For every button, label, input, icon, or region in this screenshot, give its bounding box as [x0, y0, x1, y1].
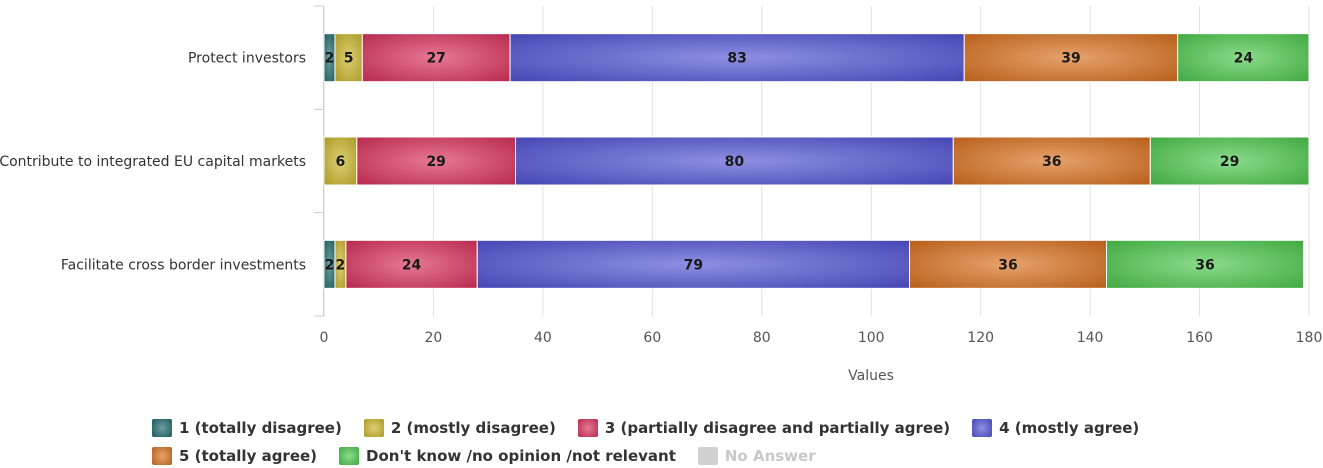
- x-tick-label: 180: [1296, 330, 1323, 346]
- legend-item[interactable]: 5 (totally agree): [152, 446, 317, 466]
- data-label: 29: [1220, 154, 1239, 170]
- legend-item[interactable]: 3 (partially disagree and partially agre…: [577, 418, 951, 438]
- data-label: 80: [725, 154, 745, 170]
- legend: 1 (totally disagree) 2 (mostly disagree) 3…: [152, 418, 1312, 466]
- x-tick-label: 120: [967, 330, 994, 346]
- x-tick-label: 80: [753, 330, 771, 346]
- bar-segment[interactable]: [356, 136, 517, 186]
- legend-item[interactable]: Don't know /no opinion /not relevant: [339, 446, 676, 466]
- bar-segment[interactable]: [509, 33, 965, 83]
- data-label: 36: [1195, 257, 1214, 273]
- x-tick-label: 140: [1077, 330, 1104, 346]
- legend-swatch: [152, 447, 172, 465]
- legend-label: No Answer: [724, 447, 816, 465]
- bar-segment[interactable]: [323, 136, 358, 186]
- legend-label: 3 (partially disagree and partially agre…: [604, 419, 951, 437]
- legend-swatch: [972, 419, 993, 437]
- data-label: 83: [727, 51, 746, 67]
- legend-swatch: [697, 447, 718, 465]
- data-label: 36: [998, 257, 1017, 273]
- bar-segment[interactable]: [1177, 33, 1310, 83]
- bar-segment[interactable]: [963, 33, 1179, 83]
- legend-item[interactable]: 1 (totally disagree): [152, 418, 342, 438]
- bar-segment[interactable]: [476, 239, 911, 289]
- data-labels: 2 5 27 83 39 246 29 80 36 292 2 24 79 36 36: [325, 51, 1254, 274]
- x-tick-label: 160: [1186, 330, 1213, 346]
- legend-item[interactable]: 4 (mostly agree): [972, 418, 1139, 438]
- legend-item[interactable]: No Answer: [697, 446, 816, 466]
- legend-swatch: [363, 419, 384, 437]
- data-label: 36: [1042, 154, 1061, 170]
- data-label: 24: [402, 257, 422, 273]
- legend-swatch: [152, 419, 172, 437]
- data-label: 6: [336, 154, 346, 170]
- legend-label: 2 (mostly disagree): [390, 419, 556, 437]
- bars: [323, 33, 1310, 289]
- data-label: 27: [426, 51, 445, 67]
- legend-label: 4 (mostly agree): [999, 419, 1140, 437]
- data-label: 2: [325, 51, 335, 67]
- legend-label: 1 (totally disagree): [179, 419, 342, 437]
- data-label: 5: [344, 51, 354, 67]
- x-tick-label: 40: [534, 330, 552, 346]
- data-label: 39: [1061, 51, 1080, 67]
- bar-segment[interactable]: [1149, 136, 1310, 186]
- x-axis-title: Values: [848, 368, 894, 384]
- x-tick-label: 20: [425, 330, 443, 346]
- bar-segment[interactable]: [952, 136, 1151, 186]
- data-label: 2: [336, 257, 346, 273]
- x-tick-label: 100: [858, 330, 885, 346]
- category-label: Contribute to integrated EU capital mark…: [0, 154, 306, 170]
- legend-item[interactable]: 2 (mostly disagree): [363, 418, 556, 438]
- category-label: Protect investors: [188, 51, 306, 67]
- bar-segment[interactable]: [334, 33, 363, 83]
- legend-label: 5 (totally agree): [179, 447, 318, 465]
- data-label: 29: [426, 154, 445, 170]
- bar-segment[interactable]: [1106, 239, 1305, 289]
- data-label: 24: [1234, 51, 1254, 67]
- legend-label: Don't know /no opinion /not relevant: [366, 447, 676, 465]
- x-tick-label: 0: [320, 330, 329, 346]
- category-label: Facilitate cross border investments: [61, 257, 306, 273]
- data-label: 79: [684, 257, 703, 273]
- bar-segment[interactable]: [515, 136, 954, 186]
- stacked-bar-chart: 0 20 40 60 80 100 120 140 160 180 Protect investor…: [0, 5, 1323, 384]
- legend-swatch: [339, 447, 360, 465]
- legend-swatch: [577, 419, 598, 437]
- bar-segment[interactable]: [345, 239, 478, 289]
- axes: 0 20 40 60 80 100 120 140 160 180 Protect investor…: [0, 5, 1323, 346]
- data-label: 2: [325, 257, 335, 273]
- bar-segment[interactable]: [909, 239, 1108, 289]
- x-tick-label: 60: [643, 330, 661, 346]
